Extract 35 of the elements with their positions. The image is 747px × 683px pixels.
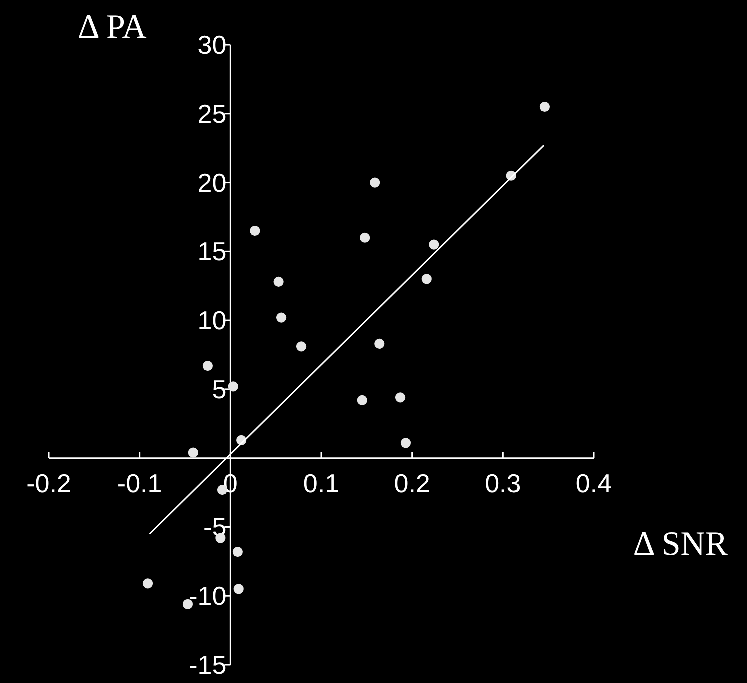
point [276,312,287,323]
point [228,382,238,392]
x-tick-label: 0.2 [394,468,430,498]
point [296,342,307,352]
point [234,584,244,594]
point [370,178,380,188]
x-tick-label: -0.2 [26,468,72,498]
point [142,578,154,589]
point [400,438,412,448]
point [188,448,198,458]
x-tick-label: 0.4 [576,468,612,498]
y-tick-label: -15 [189,650,227,680]
point [274,276,284,288]
y-tick-label: -10 [189,581,227,612]
y-tick-label: 15 [198,236,227,267]
point [202,360,214,372]
y-tick-label: 5 [212,374,227,404]
point [232,546,243,558]
point [429,240,440,250]
point [395,392,406,403]
x-tick-label: -0.1 [117,468,162,498]
x-axis-title: Δ SNR [633,526,728,563]
point [250,226,260,236]
y-tick-label: 25 [198,98,227,129]
y-axis-title: Δ PA [78,9,148,46]
point [357,395,368,406]
y-tick-label: 30 [198,30,227,60]
point [374,338,385,350]
point [540,102,550,112]
x-tick-label: 0.1 [303,468,340,498]
y-tick-label: 10 [198,306,227,336]
point [360,232,370,243]
x-tick-label: 0.3 [485,468,522,498]
point [422,274,432,284]
y-tick-label: 20 [198,168,227,198]
